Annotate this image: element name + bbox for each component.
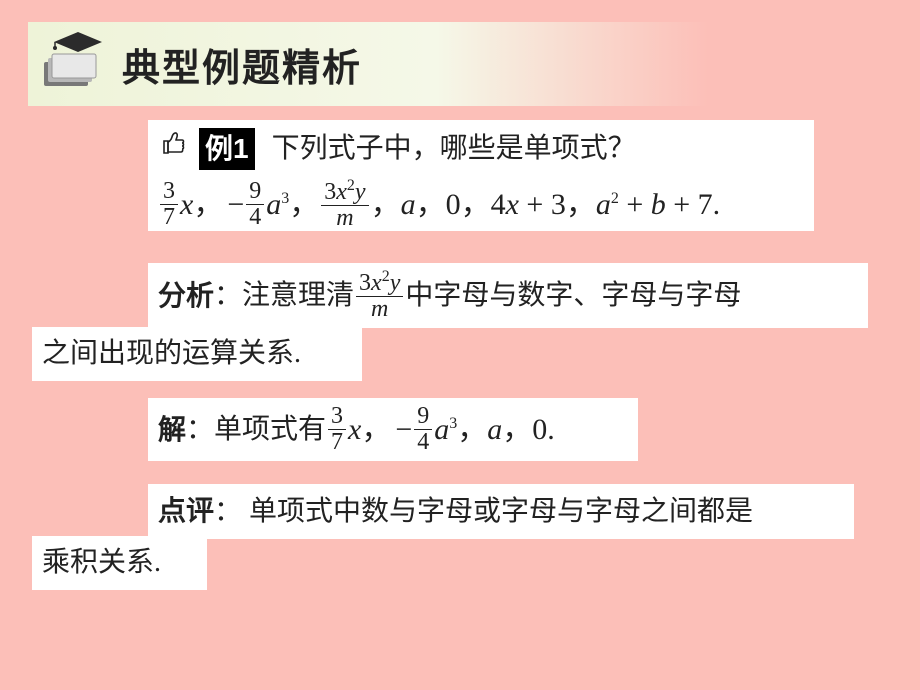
sep: ， (566, 182, 596, 227)
var: a (401, 182, 416, 227)
fraction: 9 4 (246, 179, 264, 230)
expr: 4x + 3 (491, 182, 566, 227)
example-number-label: 例1 (199, 128, 255, 170)
example-block: 例1 下列式子中，哪些是单项式？ 3 7 x ， − 9 4 a3 ， 3x2y… (148, 120, 814, 231)
sep: ， (193, 182, 223, 227)
analysis-text-after: 中字母与数字、字母与字母 (405, 275, 741, 317)
fraction: 3x2y m (356, 269, 403, 322)
sep: ， (289, 182, 319, 227)
thumbs-up-icon (158, 127, 188, 170)
fraction: 9 4 (414, 404, 432, 455)
analysis-text-before: 注意理清 (242, 275, 354, 317)
solution-label: 解 (158, 409, 186, 451)
section-header: 典型例题精析 (28, 22, 708, 106)
books-graduation-cap-icon (38, 28, 108, 97)
comment-block-line2: 乘积关系. (32, 536, 207, 590)
const: 0 (446, 182, 461, 227)
analysis-block-line1: 分析： 注意理清 3x2y m 中字母与数字、字母与字母 (148, 263, 868, 328)
analysis-label: 分析 (158, 275, 214, 317)
fraction: 3 7 (160, 179, 178, 230)
example-question: 下列式子中，哪些是单项式？ (272, 133, 636, 164)
comment-label: 点评 (158, 495, 214, 526)
comment-block-line1: 点评： 单项式中数与字母或字母与字母之间都是 (148, 484, 854, 539)
solution-block: 解： 单项式有 3 7 x ， − 9 4 a3 ， a ， 0 . (148, 398, 638, 461)
sep: ， (416, 182, 446, 227)
sign: − (227, 182, 244, 227)
colon: ： (214, 496, 242, 527)
analysis-block-line2: 之间出现的运算关系. (32, 327, 362, 381)
var: a3 (266, 182, 289, 227)
analysis-line2: 之间出现的运算关系. (42, 338, 301, 369)
example-expressions: 3 7 x ， − 9 4 a3 ， 3x2y m ， a ， 0 ， 4x +… (158, 178, 804, 231)
fraction: 3 7 (328, 404, 346, 455)
solution-before: 单项式有 (214, 409, 326, 451)
sep: ， (371, 182, 401, 227)
colon: ： (186, 409, 214, 451)
comment-line2: 乘积关系. (42, 547, 161, 578)
solution-items: 3 7 x ， − 9 4 a3 ， a ， 0 . (326, 404, 555, 455)
comment-line1: 单项式中数与字母或字母与字母之间都是 (249, 496, 753, 527)
period: . (713, 182, 721, 227)
fraction: 3x2y m (321, 178, 368, 231)
colon: ： (214, 275, 242, 317)
example-heading: 例1 下列式子中，哪些是单项式？ (158, 126, 804, 170)
expr: a2 + b + 7 (596, 182, 713, 227)
sep: ， (461, 182, 491, 227)
var: x (180, 182, 193, 227)
section-title: 典型例题精析 (122, 37, 362, 92)
